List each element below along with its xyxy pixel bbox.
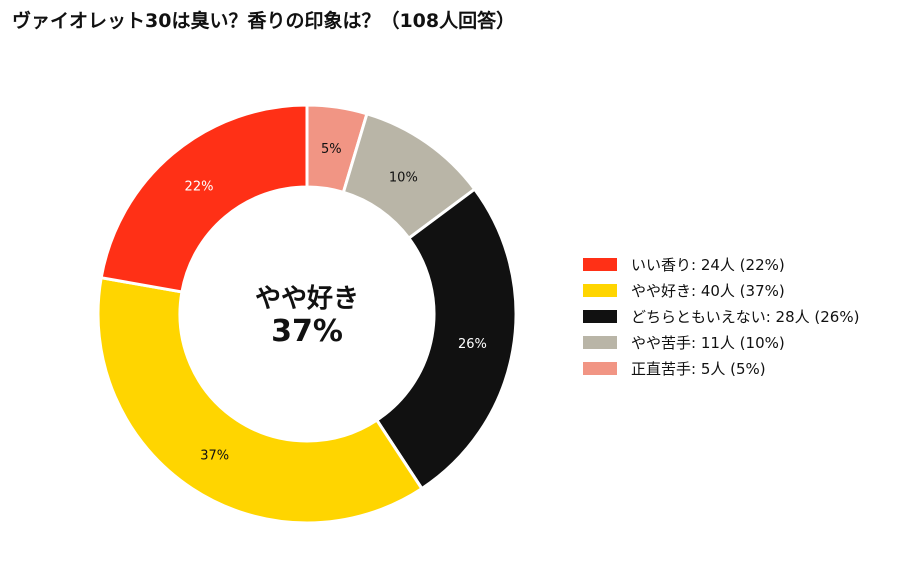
legend-item-2: どちらともいえない: 28人 (26%) [583,303,859,329]
legend-label: やや好き: 40人 (37%) [631,281,785,300]
center-label: やや好き [255,284,359,314]
slice-3 [96,275,424,525]
slice-label-2: 26% [458,337,487,352]
legend: いい香り: 24人 (22%) やや好き: 40人 (37%) どちらともいえない:… [583,251,859,381]
legend-swatch [583,283,617,297]
legend-item-4: 正直苦手: 5人 (5%) [583,355,859,381]
legend-label: 正直苦手: 5人 (5%) [631,359,766,378]
legend-swatch [583,335,617,349]
legend-item-0: いい香り: 24人 (22%) [583,251,859,277]
center-value: 37% [271,314,343,349]
slice-2 [374,187,518,491]
legend-swatch [583,309,617,323]
slice-label-4: 22% [185,179,214,194]
slice-label-3: 37% [200,448,229,463]
legend-item-3: やや苦手: 11人 (10%) [583,329,859,355]
slice-4 [99,103,309,294]
legend-label: やや苦手: 11人 (10%) [631,333,785,352]
legend-swatch [583,361,617,375]
legend-item-1: やや好き: 40人 (37%) [583,277,859,303]
chart-title: ヴァイオレット30は臭い？香りの印象は？（108人回答） [12,10,516,32]
legend-swatch [583,257,617,271]
legend-label: いい香り: 24人 (22%) [631,255,785,274]
legend-label: どちらともいえない: 28人 (26%) [631,307,860,326]
slice-label-1: 10% [389,170,418,185]
slice-label-0: 5% [321,142,342,157]
